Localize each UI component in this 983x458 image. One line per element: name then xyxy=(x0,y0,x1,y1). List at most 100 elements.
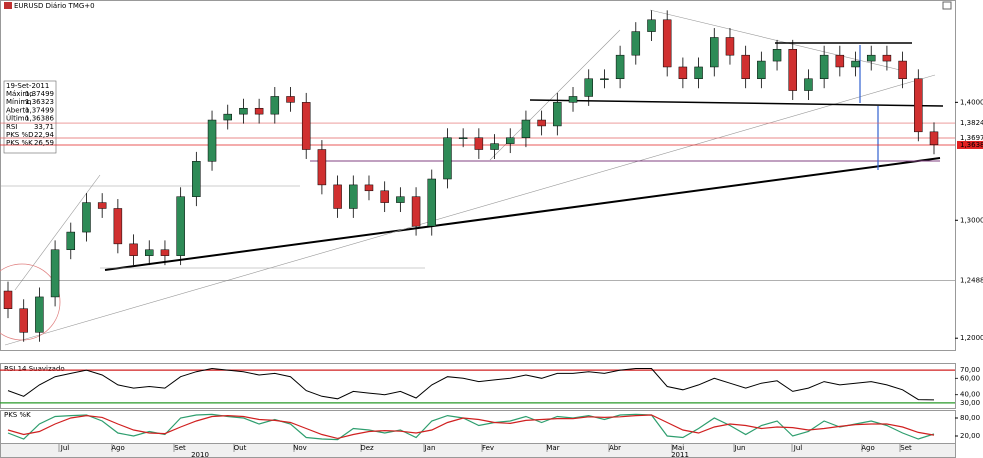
candle-body xyxy=(851,60,860,68)
indicator-line xyxy=(7,414,935,440)
candle-body xyxy=(710,37,719,68)
candle-body xyxy=(505,137,515,144)
trend-line xyxy=(104,157,941,271)
stoch-tick-label: 80,00 xyxy=(960,414,980,422)
stoch-tick-label: 20,00 xyxy=(960,432,980,440)
candle-body xyxy=(929,131,939,146)
candle-body xyxy=(678,66,688,80)
info-value: 1,37499 xyxy=(25,90,54,98)
x-tick-label: Mai xyxy=(672,444,684,452)
info-box xyxy=(3,80,57,154)
candle-body xyxy=(866,54,876,62)
level-label: 1,38243 xyxy=(960,119,983,127)
candle-body xyxy=(427,178,437,227)
candle-body xyxy=(553,102,562,127)
candle-body xyxy=(647,19,656,32)
candle-body xyxy=(631,31,641,56)
candle-body xyxy=(223,113,232,121)
candle-body xyxy=(333,184,342,209)
x-tick-label: Nov xyxy=(293,444,307,452)
candle-body xyxy=(380,190,389,203)
rsi-frame xyxy=(0,363,956,409)
candle-body xyxy=(835,54,845,68)
x-tick-label: Dez xyxy=(360,444,374,452)
candle-body xyxy=(113,208,123,245)
candle-body xyxy=(396,196,405,203)
candle-body xyxy=(537,119,546,127)
candle-body xyxy=(458,137,468,139)
candle-body xyxy=(254,107,264,115)
level-label: 1,24886 xyxy=(960,277,983,285)
candle-body xyxy=(3,290,13,309)
candle-body xyxy=(82,202,91,233)
info-label: Mínimo xyxy=(6,98,31,106)
highlight-circle xyxy=(0,263,61,341)
x-tick-label: Ago xyxy=(861,444,875,452)
candle-body xyxy=(19,308,28,333)
x-tick-label: Jul xyxy=(60,444,70,452)
close-button[interactable] xyxy=(942,1,952,10)
candle-body xyxy=(568,96,578,103)
x-tick-label: Jun xyxy=(734,444,746,452)
candle-body xyxy=(584,78,593,97)
candle-body xyxy=(97,202,107,209)
candle-body xyxy=(788,49,797,91)
candle-body xyxy=(490,143,499,150)
neckline xyxy=(529,99,944,107)
x-tick-label: Jul xyxy=(793,444,803,452)
x-tick-label: Abr xyxy=(609,444,621,452)
info-value: 22,94 xyxy=(34,131,55,139)
candle-body xyxy=(50,249,60,298)
candle-body xyxy=(207,119,217,162)
y-tick-label: 1,20000 xyxy=(960,334,983,342)
chart-title: EURUSD Diário TMG+0 xyxy=(14,2,95,10)
level-label: 1,36974 xyxy=(960,134,983,142)
main-frame xyxy=(0,0,956,351)
x-tick-label: Fev xyxy=(482,444,494,452)
candle-body xyxy=(819,54,829,80)
candle-body xyxy=(66,231,76,251)
info-label: PKS %K xyxy=(6,139,33,147)
info-label: Máximo xyxy=(6,90,34,98)
candle-body xyxy=(725,37,735,56)
rsi-title: RSI 14 Suavizado xyxy=(4,365,65,373)
candle-body xyxy=(615,54,625,80)
candle-body xyxy=(804,78,813,91)
info-label: Último xyxy=(6,114,29,123)
info-label: PKS %D xyxy=(6,131,34,139)
candle-body xyxy=(772,49,782,62)
x-tick-label: Jan xyxy=(424,444,436,452)
info-value: 1,36323 xyxy=(25,98,54,106)
trend-line xyxy=(649,9,901,71)
rsi-tick-label: 60,00 xyxy=(960,374,980,382)
info-value: 1,36386 xyxy=(25,115,54,123)
candle-body xyxy=(600,78,609,81)
candle-body xyxy=(694,66,703,80)
info-value: 26,59 xyxy=(34,139,54,147)
x-axis-bar xyxy=(0,443,956,458)
info-label: Aberto xyxy=(6,106,29,114)
candle-body xyxy=(301,102,311,150)
candle-body xyxy=(192,161,201,197)
candle-body xyxy=(411,196,421,227)
year-label: 2010 xyxy=(191,451,209,458)
candle-body xyxy=(270,96,280,115)
candle-body xyxy=(914,78,923,133)
x-tick-label: Ago xyxy=(111,444,125,452)
x-tick-label: Out xyxy=(234,444,247,452)
stoch-title: PKS %K xyxy=(4,411,31,419)
candle-body xyxy=(35,296,44,333)
y-tick-label: 1,40000 xyxy=(960,98,983,106)
y-tick-label: 1,30000 xyxy=(960,216,983,224)
indicator-line xyxy=(7,367,935,401)
trend-line xyxy=(4,74,936,346)
candle-body xyxy=(364,184,374,192)
candle-body xyxy=(286,96,295,103)
candle-body xyxy=(349,184,358,209)
candle-body xyxy=(239,107,248,115)
info-value: 1,37499 xyxy=(25,106,54,114)
last-price-box xyxy=(957,140,983,149)
candle-body xyxy=(757,60,766,80)
